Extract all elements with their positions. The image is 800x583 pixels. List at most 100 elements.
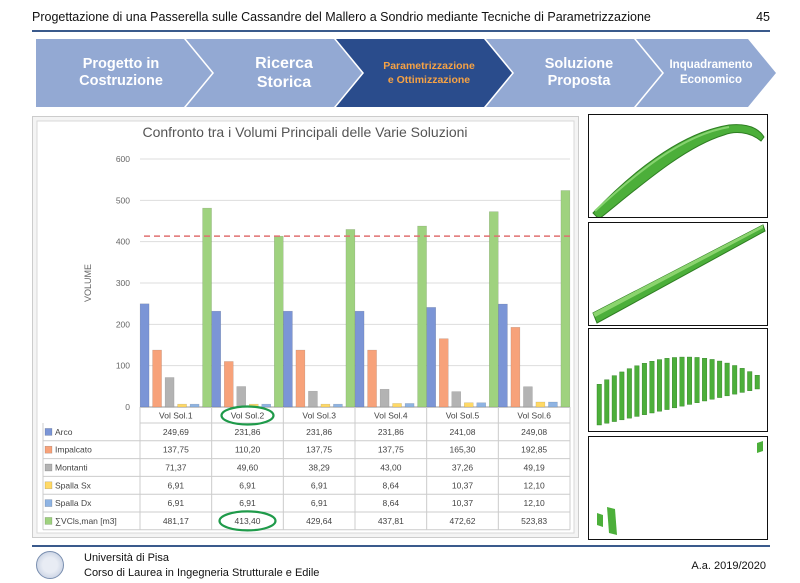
post-model-piece — [732, 365, 738, 395]
post-model-piece — [604, 379, 610, 424]
highlight-circle-total — [218, 510, 277, 532]
bar-1-5 — [426, 307, 436, 408]
data-label-6-4: 437,81 — [378, 516, 404, 526]
bar-6-2 — [274, 235, 284, 408]
x-tick-label-6: Vol Sol.6 — [517, 411, 551, 421]
bar-5-3 — [333, 403, 343, 408]
bar-4-5 — [464, 402, 474, 408]
post-model-piece — [702, 358, 708, 402]
bar-6-4 — [417, 225, 427, 408]
step-shape-5 — [636, 39, 776, 107]
step-ricerca: Ricerca Storica — [214, 39, 354, 107]
bar-1-3 — [283, 310, 293, 408]
data-label-4-2: 6,91 — [239, 480, 256, 490]
step-4-line2: Proposta — [547, 73, 611, 89]
data-label-6-2: 413,40 — [235, 516, 261, 526]
process-steps-shapes — [36, 39, 776, 107]
data-label-6-1: 481,17 — [163, 516, 189, 526]
step-shape-2 — [186, 39, 362, 107]
data-label-2-3: 137,75 — [306, 445, 332, 455]
data-label-1-4: 231,86 — [378, 427, 404, 437]
bar-2-5 — [439, 338, 449, 408]
step-2-line2: Storica — [256, 74, 312, 91]
bar-3-6 — [523, 386, 533, 408]
post-model-piece — [634, 365, 640, 417]
step-5-line2: Economico — [680, 74, 742, 86]
post-model-piece — [619, 371, 625, 421]
bar-2-6 — [510, 327, 521, 408]
bar-1-2 — [211, 310, 221, 408]
bar-3-3 — [308, 390, 318, 408]
data-label-2-5: 165,30 — [450, 445, 476, 455]
step-3-line1: Parametrizzazione — [383, 60, 475, 72]
legend-label-1: Arco — [55, 427, 73, 437]
step-shape-3 — [336, 39, 512, 107]
step-parametrizzazione: Parametrizzazione e Ottimizzazione — [358, 39, 500, 107]
data-label-4-4: 8,64 — [383, 480, 400, 490]
data-label-1-5: 241,08 — [450, 427, 476, 437]
post-model-piece — [717, 360, 723, 398]
post-model-piece — [641, 363, 647, 415]
post-model-piece — [747, 371, 753, 391]
slide-title: Progettazione di una Passerella sulle Ca… — [32, 10, 651, 24]
data-label-6-6: 523,83 — [521, 516, 547, 526]
data-label-5-4: 8,64 — [383, 498, 400, 508]
bar-3-5 — [451, 391, 461, 408]
legend-swatch-2 — [44, 445, 53, 454]
x-tick-label-5: Vol Sol.5 — [446, 411, 480, 421]
bar-6-3 — [345, 229, 356, 408]
step-3-line2: e Ottimizzazione — [387, 74, 471, 86]
academic-year: A.a. 2019/2020 — [691, 560, 766, 572]
model-preview-deck — [588, 222, 768, 326]
university-seal-icon — [36, 551, 64, 579]
bar-2-4 — [367, 349, 377, 408]
legend-swatch-3 — [44, 463, 53, 472]
volume-chart-panel: Confronto tra i Volumi Principali delle … — [32, 116, 579, 538]
data-label-5-2: 6,91 — [239, 498, 256, 508]
bar-3-2 — [236, 386, 246, 408]
y-tick-label-1: 100 — [116, 361, 130, 371]
course-name: Corso di Laurea in Ingegneria Struttural… — [84, 567, 320, 579]
bar-5-6 — [548, 401, 558, 408]
y-tick-label-5: 500 — [116, 195, 130, 205]
post-model-piece — [672, 357, 677, 409]
y-tick-label-6: 600 — [116, 154, 130, 164]
legend-label-6: ∑VCls,man [m3] — [55, 516, 117, 526]
data-label-3-5: 37,26 — [452, 463, 474, 473]
step-4-line1: Soluzione — [544, 56, 614, 72]
process-steps: Progetto in Costruzione Ricerca Storica Pa… — [36, 39, 776, 107]
post-model-piece — [754, 375, 760, 390]
legend-swatch-5 — [44, 499, 53, 507]
highlight-circle-header — [220, 405, 275, 426]
bar-6-1 — [202, 207, 212, 408]
data-label-2-1: 137,75 — [163, 445, 189, 455]
x-tick-label-1: Vol Sol.1 — [159, 411, 193, 421]
post-model-piece — [664, 358, 670, 410]
y-tick-label-3: 300 — [116, 278, 130, 288]
post-model-piece — [694, 357, 700, 403]
bar-4-1 — [177, 403, 187, 408]
legend-swatch-4 — [44, 481, 53, 490]
bar-1-1 — [139, 303, 150, 408]
bar-2-1 — [152, 349, 162, 408]
y-tick-label-4: 400 — [116, 237, 130, 247]
post-model-piece — [739, 368, 745, 393]
bar-4-4 — [392, 403, 402, 408]
data-label-3-4: 43,00 — [380, 463, 402, 473]
step-shape-4 — [486, 39, 662, 107]
data-label-3-1: 71,37 — [165, 463, 187, 473]
data-label-4-3: 6,91 — [311, 480, 328, 490]
model-preview-abutments — [588, 436, 768, 540]
post-model-piece — [626, 368, 632, 419]
data-label-5-1: 6,91 — [168, 498, 185, 508]
legend-swatch-1 — [44, 428, 53, 436]
abutments-model-image — [597, 441, 763, 535]
data-label-1-2: 231,86 — [235, 427, 261, 437]
header-divider — [32, 30, 770, 32]
post-model-piece — [596, 384, 602, 426]
bar-1-4 — [354, 310, 365, 408]
data-label-2-4: 137,75 — [378, 445, 404, 455]
data-label-4-1: 6,91 — [168, 480, 185, 490]
data-label-4-6: 12,10 — [524, 480, 546, 490]
arch-model-image — [592, 124, 765, 217]
